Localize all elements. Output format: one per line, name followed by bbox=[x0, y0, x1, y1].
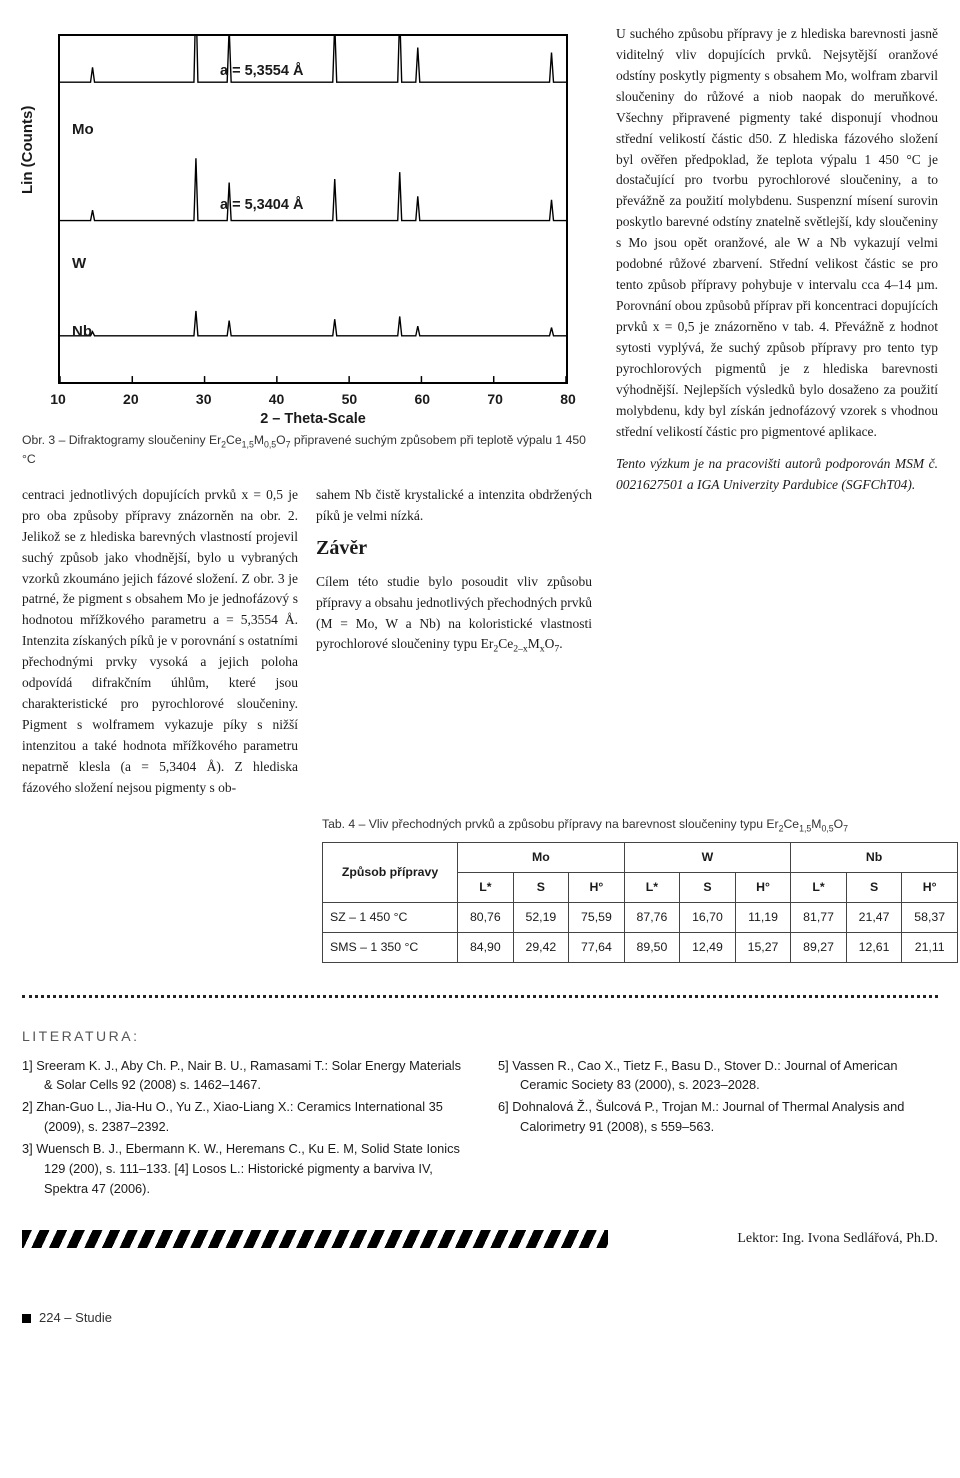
mid-body: Cílem této studie bylo posoudit vliv způ… bbox=[316, 572, 592, 658]
results-table: Způsob přípravy Mo W Nb L*SH°L*SH°L*SH° … bbox=[322, 842, 958, 963]
footer-text: 224 – Studie bbox=[39, 1308, 112, 1328]
table-subheader: H° bbox=[902, 872, 958, 902]
reference-item: 5] Vassen R., Cao X., Tietz F., Basu D.,… bbox=[498, 1056, 938, 1096]
table-caption: Tab. 4 – Vliv přechodných prvků a způsob… bbox=[322, 815, 958, 836]
table-cell: 77,64 bbox=[569, 932, 625, 962]
table-row-label: SMS – 1 350 °C bbox=[323, 932, 458, 962]
series-label-nb: Nb bbox=[72, 320, 92, 343]
chart-ylabel: Lin (Counts) bbox=[16, 106, 39, 194]
figure-caption: Obr. 3 – Difraktogramy sloučeniny Er2Ce1… bbox=[22, 432, 592, 469]
table-cell: 84,90 bbox=[458, 932, 514, 962]
body-col-left: centraci jednotlivých dopujících prvků x… bbox=[22, 485, 298, 799]
refs-col-right: 5] Vassen R., Cao X., Tietz F., Basu D.,… bbox=[498, 1056, 938, 1201]
table-cell: 89,27 bbox=[791, 932, 847, 962]
table-cell: 16,70 bbox=[680, 902, 736, 932]
table-cell: 11,19 bbox=[735, 902, 791, 932]
table-cell: 21,47 bbox=[846, 902, 902, 932]
table-group-mo: Mo bbox=[458, 842, 625, 872]
table-cell: 87,76 bbox=[624, 902, 680, 932]
table-subheader: S bbox=[846, 872, 902, 902]
table-cell: 12,61 bbox=[846, 932, 902, 962]
reference-item: 1] Sreeram K. J., Aby Ch. P., Nair B. U.… bbox=[22, 1056, 462, 1096]
literature-heading: LITERATURA: bbox=[22, 1026, 938, 1048]
right-para-1: U suchého způsobu přípravy je z hlediska… bbox=[616, 24, 938, 442]
table-cell: 15,27 bbox=[735, 932, 791, 962]
table-subheader: S bbox=[513, 872, 569, 902]
table-cell: 52,19 bbox=[513, 902, 569, 932]
hatched-bar bbox=[22, 1230, 608, 1248]
series-label-w: W bbox=[72, 252, 86, 275]
table-subheader: H° bbox=[735, 872, 791, 902]
table-cell: 12,49 bbox=[680, 932, 736, 962]
table-cell: 80,76 bbox=[458, 902, 514, 932]
table-subheader: S bbox=[680, 872, 736, 902]
chart-xlabel: 2 – Theta-Scale bbox=[58, 408, 568, 430]
table-subheader: L* bbox=[791, 872, 847, 902]
reference-item: 6] Dohnalová Ž., Šulcová P., Trojan M.: … bbox=[498, 1097, 938, 1137]
xrd-chart: Lin (Counts) Mo W Nb a = 5,3554 Å a = 5,… bbox=[22, 24, 582, 424]
table-subheader: H° bbox=[569, 872, 625, 902]
mid-intro: sahem Nb čistě krystalické a intenzita o… bbox=[316, 485, 592, 527]
table-cell: 58,37 bbox=[902, 902, 958, 932]
table-subheader: L* bbox=[458, 872, 514, 902]
table-subheader: L* bbox=[624, 872, 680, 902]
table-row: SZ – 1 450 °C80,7652,1975,5987,7616,7011… bbox=[323, 902, 958, 932]
table-row: SMS – 1 350 °C84,9029,4277,6489,5012,491… bbox=[323, 932, 958, 962]
conclusion-heading: Závěr bbox=[316, 533, 592, 564]
table-cell: 89,50 bbox=[624, 932, 680, 962]
table-group-w: W bbox=[624, 842, 791, 872]
footer-square-icon bbox=[22, 1314, 31, 1323]
reference-item: 2] Zhan-Guo L., Jia-Hu O., Yu Z., Xiao-L… bbox=[22, 1097, 462, 1137]
reference-item: 3] Wuensch B. J., Ebermann K. W., Herema… bbox=[22, 1139, 462, 1198]
table-cell: 81,77 bbox=[791, 902, 847, 932]
refs-col-left: 1] Sreeram K. J., Aby Ch. P., Nair B. U.… bbox=[22, 1056, 462, 1201]
table-cell: 21,11 bbox=[902, 932, 958, 962]
series-label-mo: Mo bbox=[72, 118, 94, 141]
table-rowhead: Způsob přípravy bbox=[323, 842, 458, 902]
table-cell: 75,59 bbox=[569, 902, 625, 932]
right-para-2: Tento výzkum je na pracovišti autorů pod… bbox=[616, 454, 938, 496]
lattice-param-mo: a = 5,3554 Å bbox=[220, 60, 303, 82]
chart-plot-area: Mo W Nb a = 5,3554 Å a = 5,3404 Å bbox=[58, 34, 568, 384]
lektor-line: Lektor: Ing. Ivona Sedlářová, Ph.D. bbox=[632, 1228, 938, 1250]
table-row-label: SZ – 1 450 °C bbox=[323, 902, 458, 932]
lattice-param-w: a = 5,3404 Å bbox=[220, 194, 303, 216]
body-col-right: U suchého způsobu přípravy je z hlediska… bbox=[616, 24, 938, 496]
page-footer: 224 – Studie bbox=[22, 1308, 938, 1328]
table-group-nb: Nb bbox=[791, 842, 958, 872]
table-cell: 29,42 bbox=[513, 932, 569, 962]
body-col-mid: sahem Nb čistě krystalické a intenzita o… bbox=[316, 485, 592, 799]
dotted-separator bbox=[22, 995, 938, 998]
